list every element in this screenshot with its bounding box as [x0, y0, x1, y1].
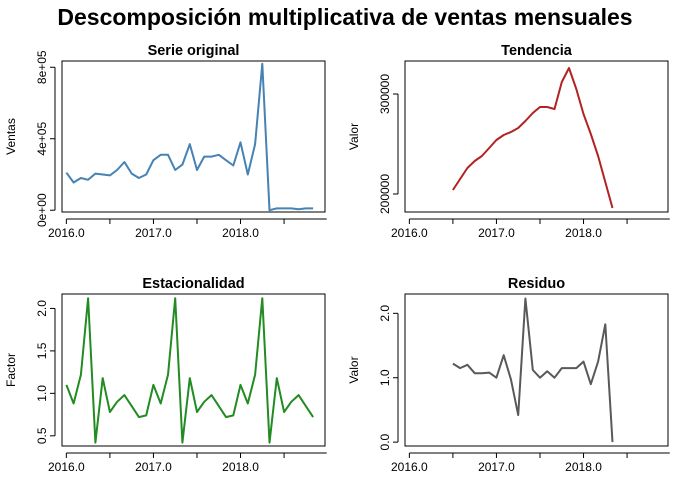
plot-frame [61, 60, 326, 213]
y-axis-label: Valor [347, 123, 361, 150]
panel-1: Serie original Ventas 2016.0 2017.0 2018.0 0e… [4, 43, 327, 240]
x-tick-label: 2018.0 [565, 226, 602, 240]
y-axis-label: Valor [347, 356, 361, 383]
y-tick-label: 1.5 [35, 342, 49, 359]
x-tick-label: 2017.0 [478, 226, 515, 240]
y-tick-label: 2.0 [378, 305, 392, 322]
y-tick-label: 1.0 [35, 385, 49, 402]
figure-title: Descomposición multiplicativa de ventas … [57, 4, 633, 30]
x-tick-label: 2017.0 [135, 226, 172, 240]
plot-frame [404, 293, 669, 447]
y-tick-label: 1.0 [378, 369, 392, 386]
plot-frame [404, 60, 669, 213]
y-tick-label: 8e+05 [35, 50, 49, 84]
x-tick-label: 2018.0 [222, 226, 259, 240]
series-line [452, 67, 614, 209]
x-tick-label: 2016.0 [391, 460, 428, 474]
panel-title: Serie original [148, 43, 240, 59]
x-tick-label: 2016.0 [48, 226, 85, 240]
y-tick-label: 4e+05 [35, 122, 49, 156]
y-tick-label: 0e+00 [35, 193, 49, 227]
x-tick-label: 2017.0 [478, 460, 515, 474]
panel-title: Residuo [508, 276, 565, 292]
panel-title: Tendencia [501, 43, 573, 59]
y-axis-label: Factor [4, 353, 18, 387]
y-tick-label: 200000 [378, 174, 392, 214]
y-tick-label: 0.0 [378, 433, 392, 450]
panel-3: Estacionalidad Factor 2016.0 2017.0 2018.0 0.… [4, 276, 327, 474]
y-tick-label: 2.0 [35, 300, 49, 317]
x-tick-label: 2018.0 [565, 460, 602, 474]
x-tick-label: 2018.0 [222, 460, 259, 474]
plot-frame [61, 293, 326, 447]
panel-title: Estacionalidad [142, 276, 244, 292]
series-line [452, 297, 614, 443]
y-axis-label: Ventas [4, 118, 18, 155]
x-tick-label: 2017.0 [135, 460, 172, 474]
series-line [65, 297, 314, 444]
panel-2: Tendencia Valor 2016.0 2017.0 2018.0 200000 30… [347, 43, 670, 240]
x-tick-label: 2016.0 [48, 460, 85, 474]
y-tick-label: 300000 [378, 74, 392, 114]
x-tick-label: 2016.0 [391, 226, 428, 240]
y-tick-label: 0.5 [35, 427, 49, 444]
series-line [65, 62, 314, 212]
panel-4: Residuo Valor 2016.0 2017.0 2018.0 0.0 1.0 2.0 [347, 276, 670, 474]
